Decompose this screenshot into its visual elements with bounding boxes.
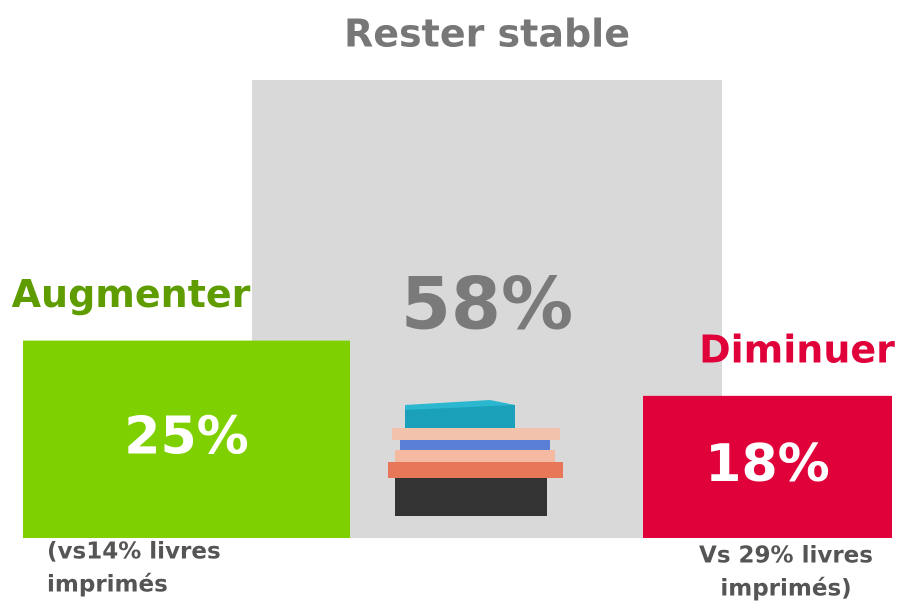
book — [388, 462, 563, 478]
category-label: Augmenter — [12, 272, 251, 316]
category-label: Diminuer — [699, 327, 895, 371]
book — [400, 440, 550, 450]
value-label: 58% — [401, 262, 573, 346]
category-label: Rester stable — [344, 12, 630, 56]
book — [405, 400, 515, 410]
book — [395, 450, 555, 462]
book — [395, 478, 547, 516]
books-illustration — [388, 400, 563, 516]
book — [392, 428, 560, 440]
book — [405, 405, 515, 428]
annotation: (vs14% livres — [47, 539, 221, 565]
value-label: 25% — [124, 406, 248, 466]
bar — [643, 395, 892, 538]
labels: Rester stable 58% Augmenter 25% Diminuer 18% (… — [12, 12, 896, 602]
annotation: imprimés — [47, 572, 168, 598]
annotation: imprimés) — [720, 576, 851, 602]
bar — [23, 340, 350, 538]
annotation: Vs 29% livres — [699, 543, 873, 569]
value-label: 18% — [705, 434, 829, 494]
